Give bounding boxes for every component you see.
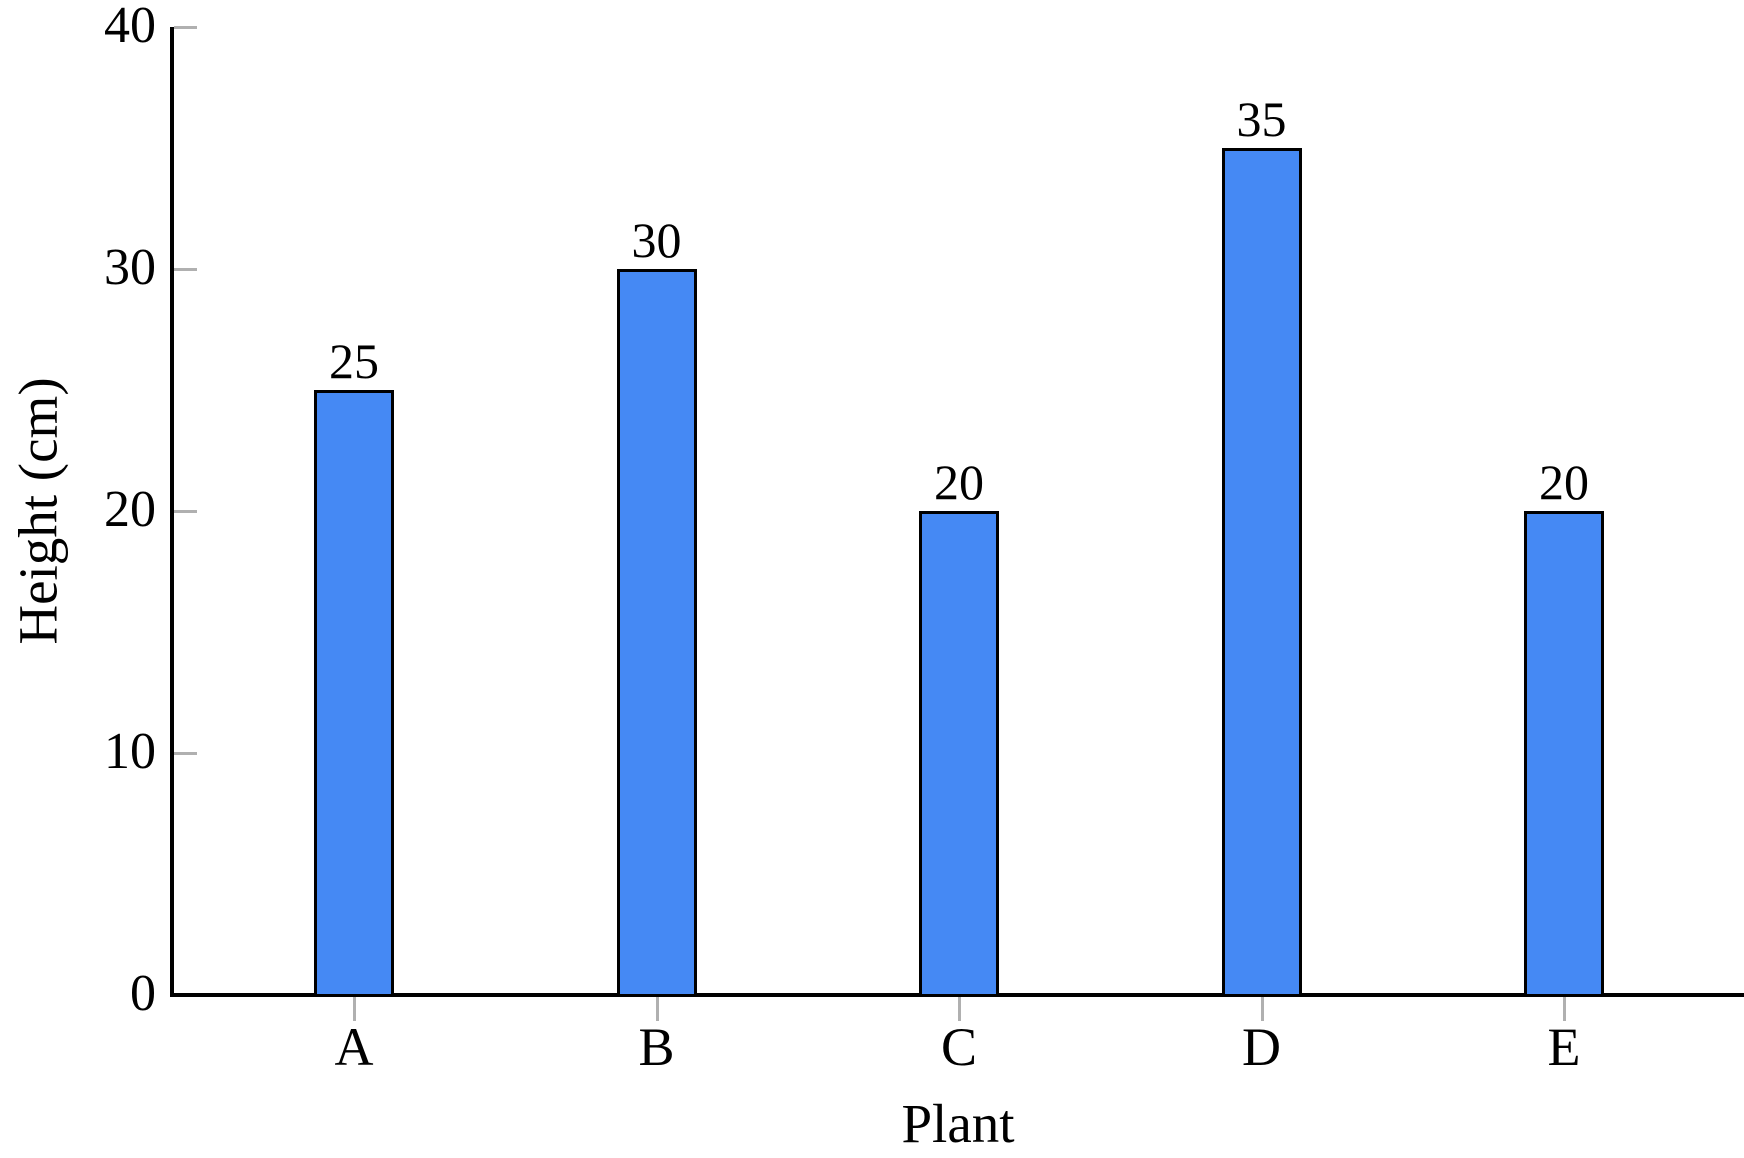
bar-D xyxy=(1221,148,1302,997)
y-tick-label: 10 xyxy=(104,722,156,780)
x-tick-label: A xyxy=(334,1017,374,1077)
y-tick-mark xyxy=(174,268,197,271)
bar-E xyxy=(1524,511,1604,997)
x-tick-mark xyxy=(1563,997,1566,1021)
x-tick-label: D xyxy=(1242,1017,1281,1077)
y-tick-label: 30 xyxy=(104,238,156,296)
x-tick-label: E xyxy=(1547,1017,1581,1077)
x-tick-mark xyxy=(353,997,356,1021)
x-tick-mark xyxy=(1260,997,1264,1021)
bar-value-label: 20 xyxy=(1539,454,1589,510)
y-tick-mark xyxy=(174,510,197,513)
x-tick-mark xyxy=(958,997,961,1021)
x-axis-title: Plant xyxy=(901,1093,1015,1154)
x-tick-label: B xyxy=(638,1017,675,1077)
y-tick-mark xyxy=(174,752,197,755)
x-tick-mark xyxy=(655,997,659,1021)
bar-C xyxy=(919,511,999,997)
x-tick-label: C xyxy=(940,1017,978,1077)
bar-value-label: 35 xyxy=(1236,91,1287,147)
bar-A xyxy=(314,390,394,997)
bar-value-label: 20 xyxy=(934,454,984,510)
y-tick-label: 40 xyxy=(104,0,156,54)
y-tick-label: 0 xyxy=(130,964,156,1022)
y-tick-mark xyxy=(174,26,197,29)
y-tick-label: 20 xyxy=(104,480,156,538)
y-axis-title: Height (cm) xyxy=(7,377,69,645)
bar-B xyxy=(616,269,697,997)
y-axis-line xyxy=(170,27,174,997)
bar-value-label: 30 xyxy=(631,212,682,268)
bar-value-label: 25 xyxy=(329,333,379,389)
